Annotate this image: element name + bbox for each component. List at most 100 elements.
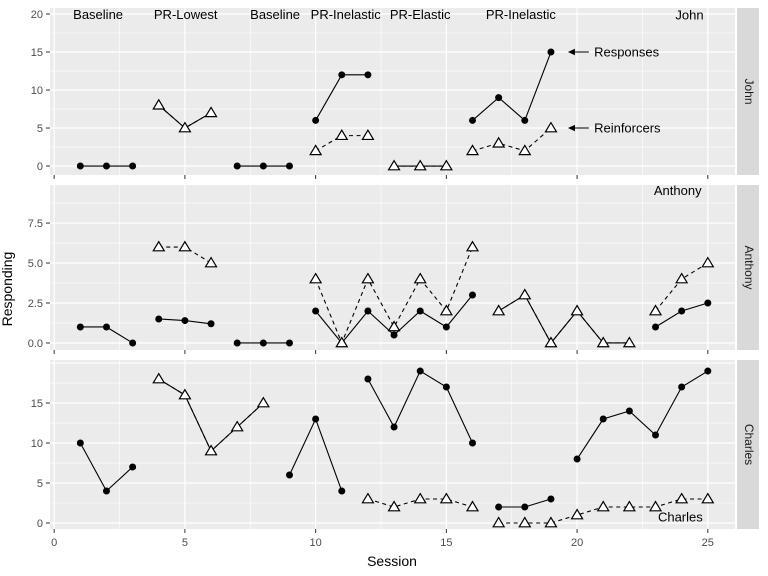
phase-label: PR-Lowest xyxy=(154,7,218,22)
responses-point xyxy=(652,431,660,439)
responses-point xyxy=(285,471,293,479)
responses-line xyxy=(576,370,709,460)
facet-strip xyxy=(737,360,759,529)
annotation-john: John xyxy=(675,8,703,23)
responses-point xyxy=(416,307,424,315)
responses-point xyxy=(364,375,372,383)
responses-point xyxy=(469,291,477,299)
reinforcers-point xyxy=(622,336,636,348)
reinforcers-point xyxy=(492,516,506,528)
y-tick-label: 10 xyxy=(31,85,43,97)
responses-point xyxy=(573,455,581,463)
phase-label: PR-Inelastic xyxy=(311,7,382,22)
reinforcers-point xyxy=(518,144,532,156)
responses-point xyxy=(129,339,137,347)
responses-point xyxy=(312,415,320,423)
responses-point xyxy=(704,299,712,307)
reinforcers-point xyxy=(204,444,218,456)
annotation-arrow-head xyxy=(567,48,575,56)
reinforcers-point xyxy=(596,336,610,348)
reinforcers-point xyxy=(648,304,663,316)
reinforcers-point xyxy=(518,288,532,300)
panel-charles-bg xyxy=(50,360,735,529)
responses-point xyxy=(547,495,555,503)
reinforcers-point xyxy=(596,500,610,512)
responses-point xyxy=(442,383,450,391)
reinforcers-point xyxy=(439,492,453,504)
reinforcers-point xyxy=(309,272,323,284)
reinforcers-point xyxy=(309,144,323,156)
reinforcers-point xyxy=(439,159,453,171)
responses-point xyxy=(469,439,477,447)
reinforcers-point xyxy=(178,240,192,252)
reinforcers-point xyxy=(492,304,506,316)
panel-anthony-bg xyxy=(50,185,735,350)
reinforcers-point xyxy=(335,336,349,348)
responses-point xyxy=(704,367,712,375)
facet-strip xyxy=(737,8,759,175)
reinforcers-point xyxy=(204,256,218,268)
reinforcers-point xyxy=(544,336,558,348)
y-axis-title: Responding xyxy=(0,251,15,327)
y-tick-label: 15 xyxy=(31,47,43,59)
responses-point xyxy=(155,315,163,323)
facet-strip-label: John xyxy=(742,78,756,104)
reinforcers-point xyxy=(178,121,192,133)
responses-point xyxy=(259,339,267,347)
reinforcers-point xyxy=(570,508,584,520)
responses-point xyxy=(102,323,110,331)
reinforcers-point xyxy=(701,256,715,268)
responses-point xyxy=(233,339,241,347)
x-axis-title: Session xyxy=(367,553,417,569)
reinforcers-point xyxy=(465,500,480,512)
responses-point xyxy=(312,116,320,124)
responses-point xyxy=(102,162,110,170)
reinforcers-point xyxy=(152,240,166,252)
responses-point xyxy=(129,463,137,471)
y-tick-label: 15 xyxy=(31,398,43,410)
reinforcers-point xyxy=(361,272,375,284)
responses-point xyxy=(129,162,137,170)
reinforcers-point xyxy=(492,136,506,148)
reinforcers-point xyxy=(178,388,192,400)
reinforcers-point xyxy=(701,492,715,504)
y-tick-label: 0.0 xyxy=(28,338,43,350)
responses-point xyxy=(416,367,424,375)
phase-label: Baseline xyxy=(73,7,123,22)
responses-point xyxy=(338,487,346,495)
responses-point xyxy=(390,423,398,431)
reinforcers-point xyxy=(465,240,480,252)
responses-point xyxy=(547,48,555,56)
x-tick-label: 5 xyxy=(182,537,188,549)
reinforcers-point xyxy=(204,106,218,118)
responses-point xyxy=(521,116,529,124)
phase-label: PR-Inelastic xyxy=(486,7,557,22)
responses-point xyxy=(338,71,346,79)
facet-strip xyxy=(737,185,759,350)
reinforcers-point xyxy=(675,492,689,504)
responses-point xyxy=(207,320,215,328)
responses-point xyxy=(76,439,84,447)
x-tick-label: 20 xyxy=(571,537,583,549)
reinforcers-point xyxy=(413,272,427,284)
annotation-anthony: Anthony xyxy=(654,183,702,198)
responses-point xyxy=(364,307,372,315)
reinforcers-point xyxy=(256,396,270,408)
responses-point xyxy=(625,407,633,415)
responses-point xyxy=(678,383,686,391)
x-tick-label: 25 xyxy=(702,537,714,549)
responses-point xyxy=(181,317,189,325)
responses-point xyxy=(495,94,503,102)
reinforcers-point xyxy=(622,500,636,512)
responses-point xyxy=(495,503,503,511)
responses-point xyxy=(76,162,84,170)
reinforcers-point xyxy=(152,372,166,384)
y-tick-label: 5 xyxy=(37,123,43,135)
responses-point xyxy=(442,323,450,331)
reinforcers-point xyxy=(570,304,584,316)
y-tick-label: 0 xyxy=(37,518,43,530)
responses-point xyxy=(469,116,477,124)
reinforcers-point xyxy=(544,121,558,133)
reinforcers-point xyxy=(387,320,401,332)
